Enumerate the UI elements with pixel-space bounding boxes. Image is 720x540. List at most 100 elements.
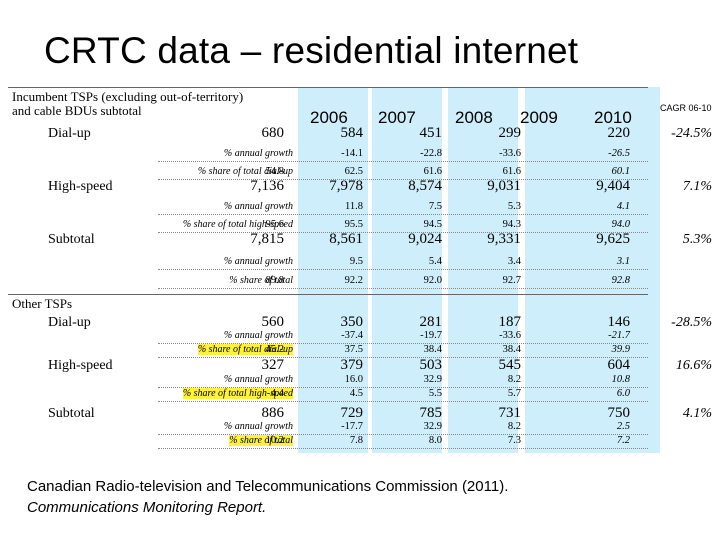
s2-subtotal-sub-2-value-2007: 7.8 (349, 435, 363, 446)
s1-dial-up-label: Dial-up (48, 126, 91, 141)
column-band-2008 (448, 87, 518, 453)
s2-subtotal-cagr: 4.1% (682, 406, 712, 421)
s1-dial-up-cagr: -24.5% (671, 126, 712, 141)
s1-high-speed-cagr: 7.1% (682, 179, 712, 194)
s2-high-speed-sub-2-dotted-rule (158, 401, 648, 402)
s1-subtotal-value-2006: 7,815 (250, 231, 284, 247)
s1-dial-up-sub-1-value-2010: -26.5 (608, 148, 630, 159)
s1-high-speed-value-2008: 8,574 (408, 178, 442, 194)
s1-high-speed-sub-2-value-2008: 94.5 (423, 219, 442, 230)
section-heading-line: and cable BDUs subtotal (12, 103, 142, 118)
s2-subtotal-sub-2-value-2008: 8.0 (428, 435, 442, 446)
s2-dial-up-sub-2-value-2008: 38.4 (423, 344, 442, 355)
s2-subtotal-value-2006: 886 (261, 405, 285, 421)
data-table: Incumbent TSPs (excluding out-of-territo… (8, 87, 718, 453)
s1-high-speed-value-2007: 7,978 (329, 178, 363, 194)
s1-dial-up-value-2008: 451 (419, 125, 443, 141)
s2-high-speed-sub-2-label: % share of total high-speed (182, 388, 293, 399)
s1-subtotal-sub-2-value-2010: 92.8 (611, 275, 630, 286)
s2-high-speed-value-2006: 327 (261, 357, 285, 373)
s1-subtotal-value-2007: 8,561 (329, 231, 363, 247)
s1-dial-up-value-2006: 680 (261, 125, 285, 141)
s2-dial-up-value-2008: 281 (419, 314, 443, 330)
s1-dial-up-sub-2-value-2006: 54.8 (265, 166, 284, 177)
s2-high-speed-sub-1-dotted-rule (158, 387, 648, 388)
s1-dial-up-value-2010: 220 (607, 125, 631, 141)
s1-high-speed-value-2009: 9,031 (487, 178, 521, 194)
s1-high-speed-label: High-speed (48, 179, 113, 194)
s2-subtotal-sub-1-value-2008: 32.9 (423, 421, 442, 432)
year-header-2006: 2006 (310, 108, 348, 127)
s2-high-speed-sub-1-label: % annual growth (223, 374, 293, 385)
s2-subtotal-label: Subtotal (48, 406, 95, 421)
s2-dial-up-sub-1-value-2009: -33.6 (499, 330, 521, 341)
s1-high-speed-sub-2-value-2006: 95.6 (265, 219, 284, 230)
s1-high-speed-sub-2-value-2010: 94.0 (611, 219, 630, 230)
s2-high-speed-cagr: 16.6% (675, 358, 712, 373)
s2-subtotal-sub-2-dotted-rule (158, 448, 648, 449)
s2-dial-up-value-2010: 146 (607, 314, 631, 330)
column-band-2009 (525, 87, 595, 453)
s1-dial-up-sub-2-label: % share of total dial-up (197, 166, 293, 177)
section-divider-rule (8, 294, 648, 295)
s2-high-speed-value-2009: 545 (498, 357, 522, 373)
s1-high-speed-sub-2-label: % share of total high-speed (182, 219, 293, 230)
s1-dial-up-sub-2-value-2010: 60.1 (611, 166, 630, 177)
s1-subtotal-value-2009: 9,331 (487, 231, 521, 247)
s2-subtotal-sub-2-label: % share of total (229, 435, 293, 446)
s2-high-speed-sub-2-value-2010: 6.0 (616, 388, 630, 399)
s1-high-speed-sub-1-label: % annual growth (223, 201, 293, 212)
s2-dial-up-sub-2-label: % share of total dial-up (197, 344, 293, 355)
s2-dial-up-value-2006: 560 (261, 314, 285, 330)
s1-dial-up-value-2007: 584 (340, 125, 364, 141)
s2-high-speed-value-2007: 379 (340, 357, 364, 373)
s2-subtotal-sub-1-value-2009: 8.2 (507, 421, 521, 432)
s2-dial-up-value-2009: 187 (498, 314, 522, 330)
s1-subtotal-sub-2-label: % share of total (229, 275, 293, 286)
s1-dial-up-sub-1-dotted-rule (158, 161, 648, 162)
s2-dial-up-cagr: -28.5% (671, 315, 712, 330)
s2-high-speed-sub-1-value-2010: 10.8 (611, 374, 630, 385)
s2-high-speed-sub-2-value-2006: 4.4 (270, 388, 284, 399)
s2-high-speed-sub-2-value-2007: 4.5 (349, 388, 363, 399)
s2-subtotal-sub-1-dotted-rule (158, 434, 648, 435)
s2-high-speed-sub-1-value-2008: 32.9 (423, 374, 442, 385)
s2-high-speed-sub-2-value-2008: 5.5 (428, 388, 442, 399)
year-header-2009: 2009 (520, 108, 558, 127)
s1-subtotal-sub-1-value-2008: 5.4 (428, 256, 442, 267)
cagr-header: CAGR 06-10 (660, 103, 712, 113)
s1-dial-up-sub-2-value-2008: 61.6 (423, 166, 442, 177)
s1-subtotal-sub-2-value-2009: 92.7 (502, 275, 521, 286)
s1-high-speed-sub-2-value-2007: 95.5 (344, 219, 363, 230)
s2-subtotal-value-2009: 731 (498, 405, 522, 421)
s1-dial-up-sub-2-value-2009: 61.6 (502, 166, 521, 177)
s1-subtotal-sub-1-value-2007: 9.5 (349, 256, 363, 267)
s1-high-speed-sub-1-value-2008: 7.5 (428, 201, 442, 212)
s2-subtotal-value-2007: 729 (340, 405, 364, 421)
year-header-2007: 2007 (378, 108, 416, 127)
s1-high-speed-sub-1-value-2007: 11.8 (345, 201, 363, 212)
s1-high-speed-sub-2-dotted-rule (158, 232, 648, 233)
s1-dial-up-sub-2-value-2007: 62.5 (344, 166, 363, 177)
s2-dial-up-sub-2-value-2009: 38.4 (502, 344, 521, 355)
s2-subtotal-sub-2-value-2006: 10.2 (265, 435, 284, 446)
section-heading-2: Other TSPs (12, 297, 72, 311)
s2-dial-up-sub-1-label: % annual growth (223, 330, 293, 341)
s1-high-speed-sub-1-value-2009: 5.3 (507, 201, 521, 212)
s2-dial-up-value-2007: 350 (340, 314, 364, 330)
s2-dial-up-sub-2-value-2006: 45.2 (265, 344, 284, 355)
source-line-1: Canadian Radio-television and Telecommun… (27, 478, 509, 495)
slide-title: CRTC data – residential internet (44, 30, 579, 71)
year-header-2010: 2010 (594, 108, 632, 127)
s2-subtotal-sub-1-value-2007: -17.7 (341, 421, 363, 432)
source-citation: Canadian Radio-television and Telecommun… (27, 476, 508, 518)
s1-dial-up-sub-1-label: % annual growth (223, 148, 293, 159)
s2-dial-up-sub-2-value-2010: 39.9 (611, 344, 630, 355)
s1-subtotal-value-2010: 9,625 (596, 231, 630, 247)
s1-high-speed-sub-1-value-2010: 4.1 (616, 201, 630, 212)
section-heading-line: Other TSPs (12, 296, 73, 311)
s1-high-speed-sub-2-value-2009: 94.3 (502, 219, 521, 230)
s2-high-speed-sub-1-value-2009: 8.2 (507, 374, 521, 385)
s2-subtotal-sub-1-value-2010: 2.5 (616, 421, 630, 432)
s1-dial-up-value-2009: 299 (498, 125, 522, 141)
